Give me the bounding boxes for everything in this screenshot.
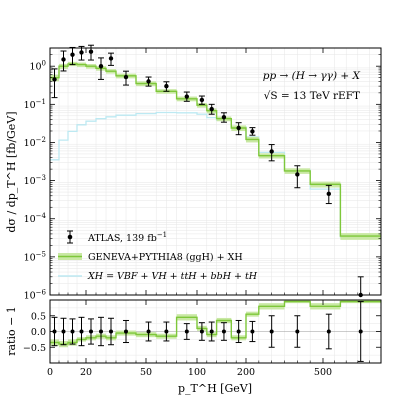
atlas-data-point (184, 94, 189, 99)
main-panel-frame (49, 47, 382, 296)
main-y-tick-base: 10 (24, 138, 36, 149)
ratio-atlas-data-point (89, 329, 93, 334)
ratio-atlas-data-point (124, 329, 128, 334)
x-tick-label: 200 (237, 367, 255, 378)
atlas-data-point (326, 191, 331, 197)
ratio-atlas-data-point (236, 329, 241, 334)
ratio-atlas-data-point (221, 329, 226, 334)
ratio-atlas-data-point (269, 329, 274, 334)
legend-atlas-sup: −1 (157, 231, 167, 239)
main-y-tick-exponent: −5 (36, 250, 46, 258)
ratio-panel-ticks: 0.5 0.0 −0.5 0 20 50 100 200 500 (23, 300, 381, 378)
atlas-data-point (88, 49, 94, 54)
ratio-y-tick-label: −0.5 (23, 343, 46, 354)
process-annotation: pp → (H → γγ) + X (263, 70, 361, 82)
main-y-tick-label: 10−4 (24, 212, 47, 225)
main-y-tick-exponent: 0 (42, 60, 46, 68)
x-tick-label: 0 (47, 367, 53, 378)
ratio-atlas-data-point (109, 329, 113, 334)
atlas-data-point (250, 129, 255, 134)
atlas-data-point (79, 50, 84, 55)
main-y-tick-label: 100 (29, 60, 46, 73)
main-y-tick-exponent: −4 (36, 212, 47, 220)
main-y-tick-base: 10 (24, 291, 36, 302)
atlas-data-point (123, 74, 129, 80)
x-axis-title: p_T^H [GeV] (178, 382, 252, 395)
legend-entry-atlas: ATLAS, 139 fb−1 (67, 230, 167, 244)
atlas-data-point (199, 97, 205, 103)
main-y-tick-exponent: −3 (36, 174, 46, 182)
main-y-tick-base: 10 (24, 252, 36, 263)
main-y-tick-base: 10 (24, 176, 36, 187)
main-y-tick-base: 10 (24, 100, 36, 111)
ratio-atlas-data-point (79, 329, 84, 334)
ratio-y-tick-label: 0.5 (31, 311, 46, 322)
main-y-axis-title: dσ / dp_T^H [fb/GeV] (5, 111, 18, 232)
main-y-tick-label: 10−6 (24, 289, 47, 302)
ratio-atlas-data-point (70, 329, 75, 334)
atlas-data-point (70, 52, 75, 57)
x-tick-label: 500 (314, 367, 332, 378)
atlas-data-point (164, 83, 169, 89)
atlas-data-point (269, 149, 274, 154)
atlas-data-point (108, 56, 114, 61)
main-y-tick-label: 10−2 (24, 136, 46, 149)
ratio-atlas-data-point (209, 329, 214, 334)
ratio-atlas-data-point (326, 329, 331, 334)
x-tick-label: 100 (188, 367, 206, 378)
legend-atlas-label: ATLAS, 139 fb (87, 233, 157, 244)
legend-entry-geneva: GENEVA+PYTHIA8 (ggH) + XH (58, 252, 243, 263)
ratio-y-axis-title: ratio − 1 (5, 306, 18, 356)
atlas-data-point (295, 172, 300, 177)
main-y-tick-exponent: −6 (36, 289, 47, 297)
main-y-tick-exponent: −2 (36, 136, 46, 144)
ratio-atlas-data-point (250, 329, 255, 334)
main-y-tick-label: 10−1 (24, 98, 46, 111)
legend-atlas-marker (67, 234, 73, 240)
legend: ATLAS, 139 fb−1 GENEVA+PYTHIA8 (ggH) + X… (58, 230, 258, 282)
atlas-data-point (236, 125, 241, 131)
main-y-tick-base: 10 (29, 62, 41, 73)
main-y-tick-base: 10 (24, 214, 36, 225)
legend-geneva-label: GENEVA+PYTHIA8 (ggH) + XH (88, 252, 243, 263)
legend-xh-label: XH = VBF + VH + ttH + bbH + tH (87, 271, 258, 282)
atlas-data-point (146, 79, 151, 84)
ratio-atlas-data-point (199, 329, 204, 334)
x-tick-label: 20 (80, 367, 92, 378)
ratio-atlas-data-point (146, 329, 151, 334)
atlas-data-point (221, 114, 227, 120)
ratio-atlas-data-point (184, 329, 189, 334)
atlas-data-point (52, 77, 57, 82)
main-y-tick-label: 10−5 (24, 250, 46, 263)
atlas-data-point (209, 106, 214, 112)
atlas-data-point (98, 63, 104, 69)
legend-entry-xh: XH = VBF + VH + ttH + bbH + tH (58, 271, 258, 282)
ratio-atlas-data-point (358, 329, 363, 334)
main-y-tick-exponent: −1 (36, 98, 46, 106)
atlas-data-point (61, 57, 66, 62)
ratio-atlas-data-point (99, 329, 103, 334)
svg-text:ATLAS, 139 fb−1: ATLAS, 139 fb−1 (87, 231, 167, 244)
ratio-atlas-data-point (295, 329, 300, 334)
energy-annotation: √S = 13 TeV rEFT (264, 90, 360, 102)
x-tick-label: 50 (140, 367, 152, 378)
main-y-tick-label: 10−3 (24, 174, 46, 187)
ratio-y-tick-label: 0.0 (31, 327, 46, 338)
ratio-atlas-data-point (61, 329, 66, 334)
ratio-atlas-data-point (164, 329, 169, 334)
